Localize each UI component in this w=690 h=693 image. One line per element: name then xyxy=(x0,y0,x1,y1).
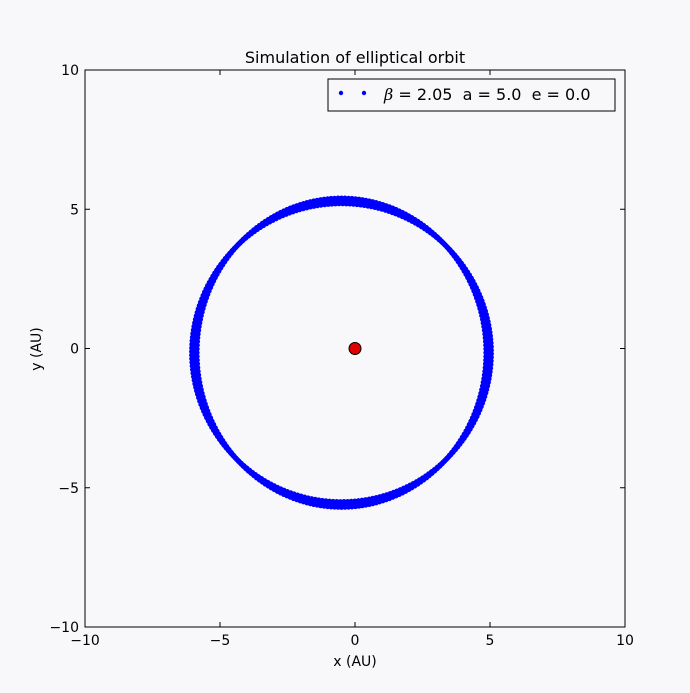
orbit-point xyxy=(189,345,195,351)
axis-ticks: −10 −5 0 5 10 −10 −5 0 5 10 xyxy=(49,63,633,649)
legend-params: = 2.05 a = 5.0 e = 0.0 xyxy=(393,85,590,104)
x-tick-label: 10 xyxy=(616,633,634,649)
y-axis-title: y (AU) xyxy=(29,327,45,370)
legend-marker-dot xyxy=(338,90,344,96)
x-tick-label: −10 xyxy=(70,633,100,649)
y-tick-label: 5 xyxy=(70,202,79,218)
orbit-point xyxy=(340,201,346,207)
x-axis-title: x (AU) xyxy=(333,654,376,670)
orbit-point xyxy=(336,201,342,207)
legend-box xyxy=(327,78,616,112)
orbit-point xyxy=(189,348,195,355)
legend-beta-symbol: β xyxy=(383,85,393,104)
orbit-point xyxy=(343,201,349,207)
y-tick-label: −5 xyxy=(58,481,79,497)
y-tick-label: 10 xyxy=(61,63,79,79)
x-tick-label: 5 xyxy=(486,633,495,649)
y-tick-label: −10 xyxy=(49,620,79,636)
x-tick-label: 0 xyxy=(351,633,360,649)
x-tick-label: −5 xyxy=(210,633,231,649)
legend: β = 2.05 a = 5.0 e = 0.0 xyxy=(327,78,616,112)
orbit-series xyxy=(189,195,494,510)
y-tick-label: 0 xyxy=(70,342,79,358)
legend-label: β = 2.05 a = 5.0 e = 0.0 xyxy=(383,85,591,104)
orbit-point xyxy=(488,344,494,350)
sun-marker xyxy=(348,342,362,355)
orbit-point xyxy=(334,499,340,505)
legend-marker-dot xyxy=(361,90,367,96)
orbit-point xyxy=(341,499,347,505)
orbit-point xyxy=(337,499,343,505)
orbit-point xyxy=(488,351,494,357)
sun-marker-layer xyxy=(348,342,362,355)
orbit-point xyxy=(488,354,494,360)
chart-title: Simulation of elliptical orbit xyxy=(245,48,465,67)
